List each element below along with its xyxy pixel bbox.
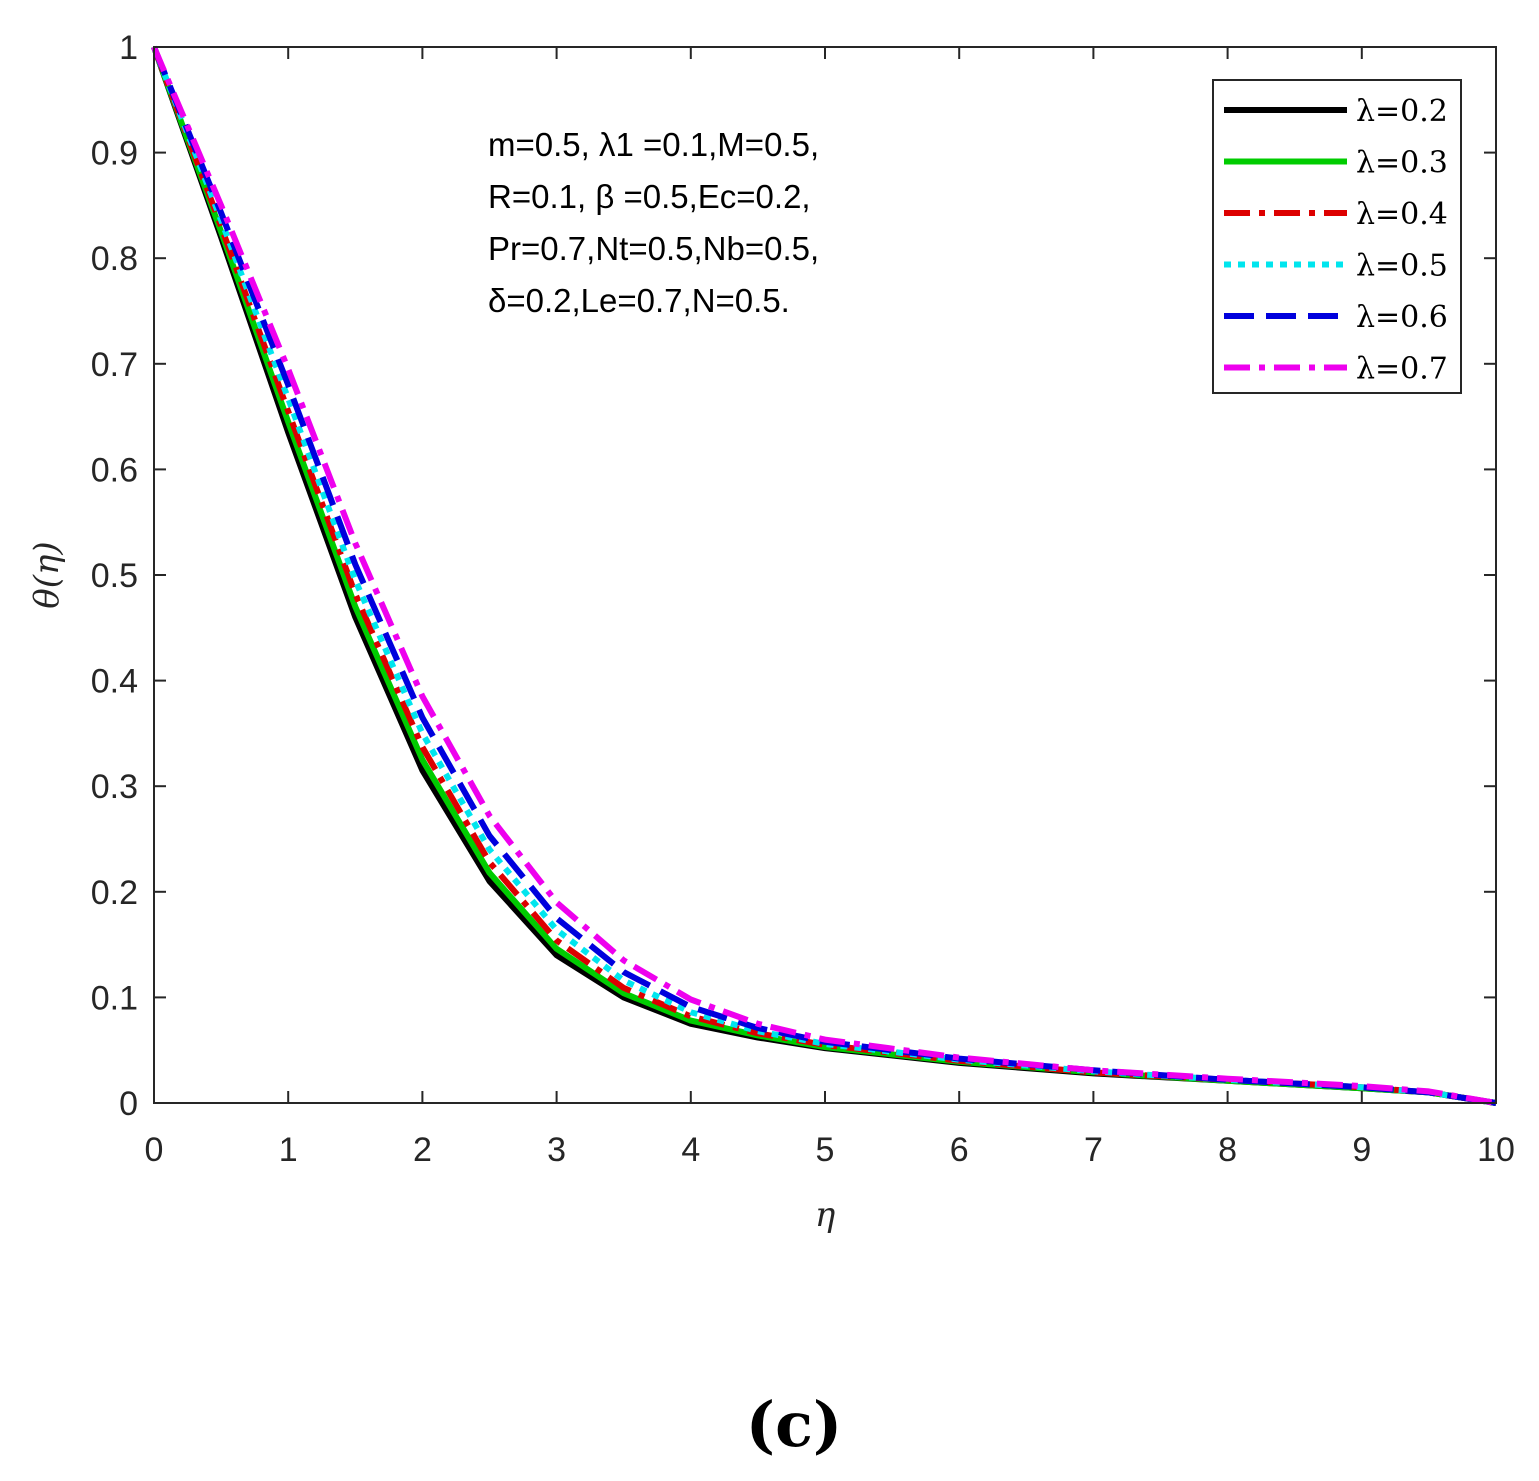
legend-box	[1212, 79, 1462, 394]
legend-label: λ=0.7	[1356, 352, 1448, 387]
y-tick-label: 0.3	[91, 768, 138, 806]
x-tick-label: 6	[950, 1131, 969, 1169]
tick-layer: 0 1 2 3 4 5 6 7 8 9 10 0 0.1 0.2 0.3 0.4 0.5 0.6 0.7 0.8 0.9…	[91, 29, 1515, 1169]
x-tick-label: 4	[681, 1131, 700, 1169]
y-axis-label: θ(η)	[27, 541, 67, 608]
series-line-4	[151, 45, 1497, 1106]
x-tick-label: 5	[816, 1131, 835, 1169]
annotation-line-3: Pr=0.7,Nt=0.5,Nb=0.5,	[488, 230, 819, 267]
x-tick-label: 3	[547, 1131, 566, 1169]
x-axis-label: η	[815, 1195, 836, 1235]
y-tick-label: 0.4	[91, 663, 138, 701]
x-tick-label: 2	[413, 1131, 432, 1169]
x-tick-label: 1	[279, 1131, 298, 1169]
annotation-block: m=0.5, λ1 =0.1,M=0.5, R=0.1, β =0.5,Ec=0…	[488, 126, 819, 319]
y-tick-label: 0.8	[91, 240, 138, 278]
series-line-6	[151, 45, 1497, 1106]
legend-label: λ=0.3	[1356, 146, 1448, 181]
y-tick-label: 1	[119, 29, 138, 67]
series-layer	[151, 45, 1497, 1106]
panel-label: (c)	[746, 1388, 842, 1461]
y-tick-label: 0.9	[91, 135, 138, 173]
series-line-5	[151, 45, 1497, 1106]
legend-label: λ=0.5	[1356, 249, 1448, 284]
y-tick-label: 0.5	[91, 557, 138, 595]
y-tick-label: 0	[119, 1085, 138, 1123]
legend-label: λ=0.4	[1356, 197, 1448, 232]
annotation-line-4: δ=0.2,Le=0.7,N=0.5.	[488, 282, 790, 319]
annotation-line-2: R=0.1, β =0.5,Ec=0.2,	[488, 178, 811, 215]
legend-label: λ=0.2	[1356, 94, 1448, 129]
y-tick-label: 0.1	[91, 979, 138, 1017]
x-tick-label: 8	[1218, 1131, 1237, 1169]
legend-label: λ=0.6	[1356, 300, 1448, 335]
series-line-3	[151, 45, 1497, 1106]
x-tick-label: 9	[1352, 1131, 1371, 1169]
legend: λ=0.2 λ=0.3 λ=0.4 λ=0.5 λ=0.6 λ=0.7	[1212, 79, 1462, 394]
legend-entries: λ=0.2 λ=0.3 λ=0.4 λ=0.5 λ=0.6 λ=0.7	[1224, 94, 1448, 387]
y-tick-label: 0.2	[91, 874, 138, 912]
annotation-line-1: m=0.5, λ1 =0.1,M=0.5,	[488, 126, 819, 163]
x-tick-label: 7	[1084, 1131, 1103, 1169]
y-tick-label: 0.6	[91, 451, 138, 489]
x-tick-label: 10	[1477, 1131, 1515, 1169]
y-tick-label: 0.7	[91, 346, 138, 384]
x-tick-label: 0	[145, 1131, 164, 1169]
